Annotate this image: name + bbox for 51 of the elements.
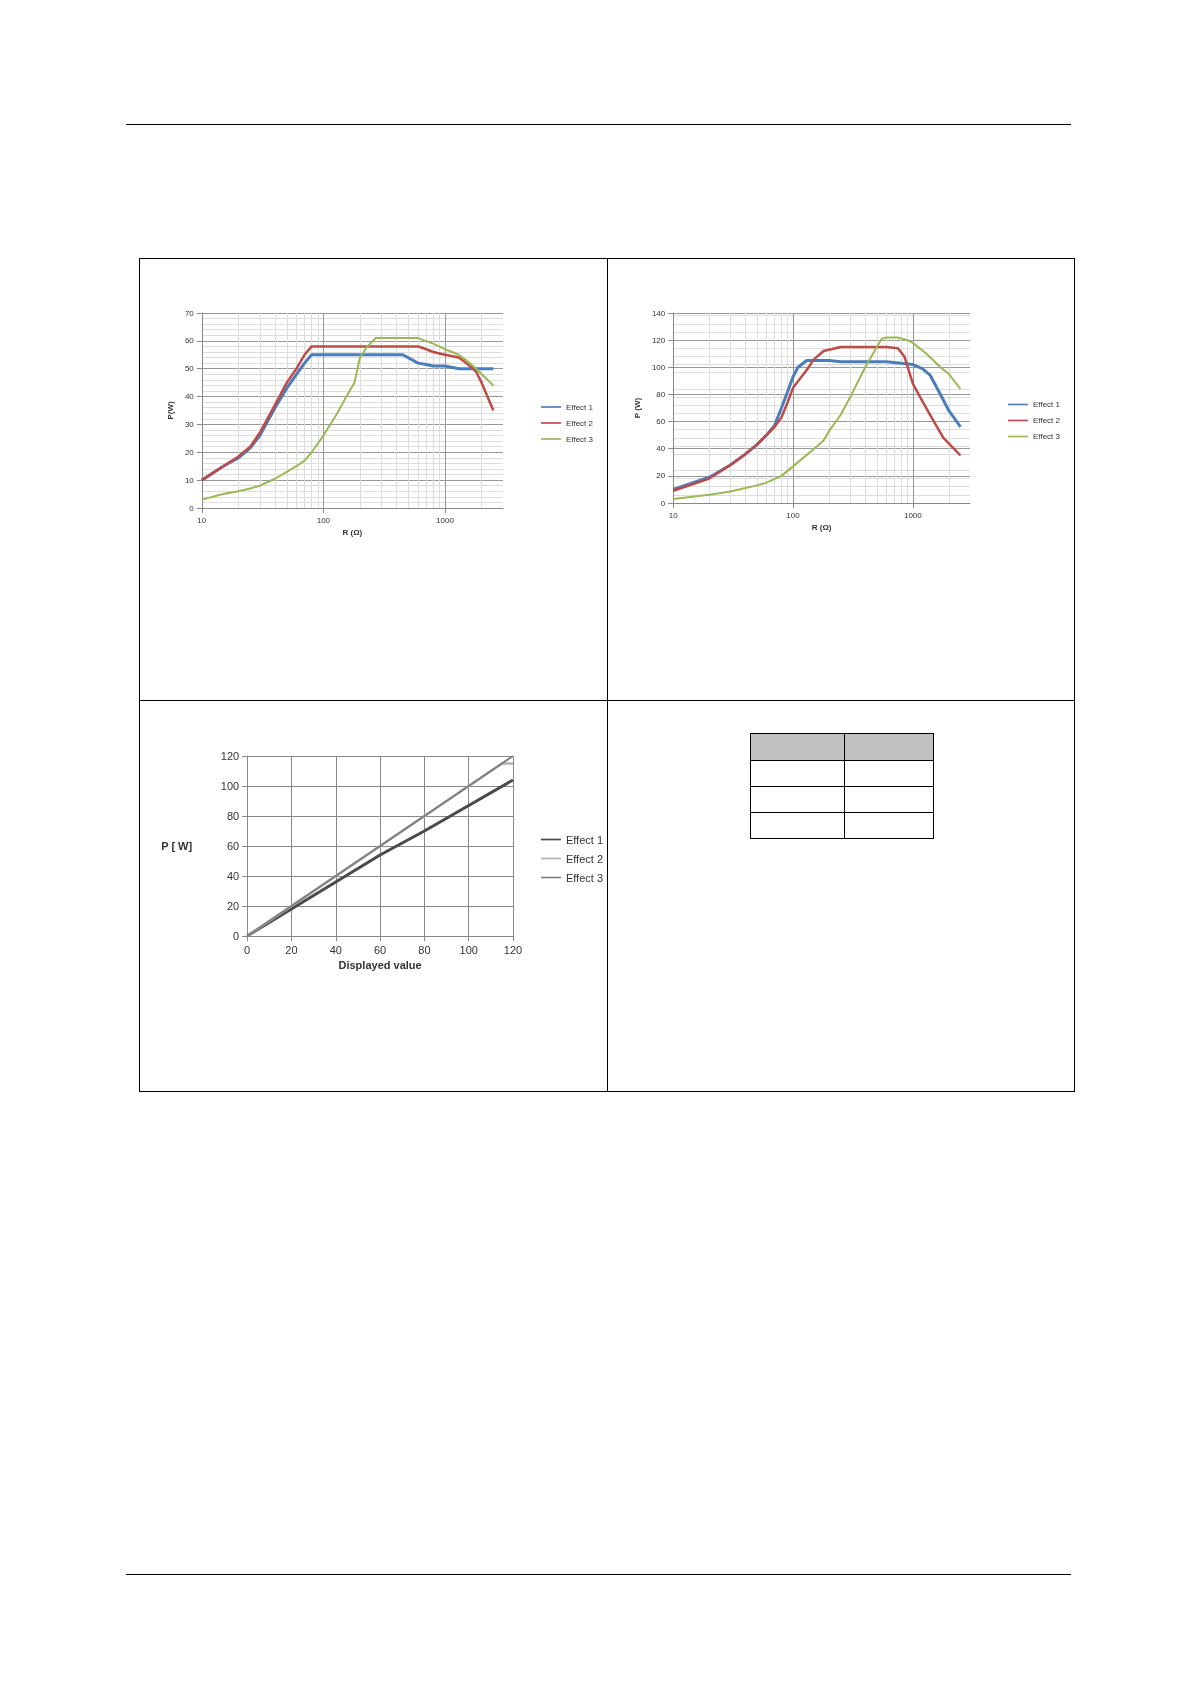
x-axis-title: R (Ω)	[811, 523, 832, 533]
y-tick-label: 80	[656, 389, 666, 399]
x-tick-label: 10	[197, 515, 207, 525]
y-tick-label: 0	[660, 498, 666, 508]
y-tick-label: 0	[189, 503, 195, 513]
y-tick-label: 100	[220, 780, 240, 792]
y-tick-label: 30	[184, 419, 195, 429]
y-axis-title: P(W)	[165, 401, 175, 420]
y-tick-label: 120	[651, 335, 666, 345]
y-tick-label: 40	[226, 870, 240, 882]
y-axis-title: P [ W]	[161, 840, 193, 852]
y-tick-label: 20	[184, 447, 195, 457]
legend-label: Effect 3	[565, 871, 604, 884]
x-axis-title: R (Ω)	[342, 528, 363, 538]
y-axis-title: P (W)	[632, 397, 642, 419]
x-tick-label: 1000	[436, 515, 455, 525]
legend-label: Effect 3	[1033, 432, 1061, 441]
legend-label: Effect 2	[566, 418, 594, 428]
y-tick-label: 20	[226, 900, 240, 912]
y-tick-label: 140	[651, 308, 666, 318]
y-tick-label: 70	[184, 308, 195, 318]
x-tick-label: 100	[459, 943, 478, 956]
y-tick-label: 20	[656, 471, 666, 481]
legend-label: Effect 1	[565, 833, 604, 846]
x-tick-label: 100	[316, 515, 331, 525]
y-tick-label: 80	[226, 810, 240, 822]
y-tick-label: 10	[184, 475, 195, 485]
y-tick-label: 60	[184, 336, 195, 346]
y-tick-label: 0	[233, 930, 240, 942]
x-tick-label: 60	[373, 943, 387, 956]
x-tick-label: 10	[668, 510, 679, 520]
legend-label: Effect 1	[566, 402, 594, 412]
y-tick-label: 120	[220, 750, 240, 762]
y-tick-label: 60	[656, 417, 666, 427]
x-tick-label: 0	[244, 943, 251, 956]
x-tick-label: 40	[329, 943, 342, 956]
y-tick-label: 40	[184, 392, 195, 402]
x-axis-title: Displayed value	[338, 959, 422, 972]
x-tick-label: 120	[503, 943, 523, 956]
legend-label: Effect 2	[565, 852, 604, 865]
y-tick-label: 50	[184, 364, 195, 374]
y-tick-label: 40	[656, 444, 666, 454]
x-tick-label: 20	[285, 943, 298, 956]
x-tick-label: 80	[418, 943, 431, 956]
x-tick-label: 100	[786, 510, 801, 520]
y-tick-label: 100	[651, 362, 666, 372]
legend-label: Effect 3	[566, 434, 594, 444]
legend-label: Effect 1	[1033, 400, 1061, 409]
y-tick-label: 60	[226, 840, 240, 852]
x-tick-label: 1000	[903, 510, 923, 520]
legend-label: Effect 2	[1033, 416, 1061, 425]
